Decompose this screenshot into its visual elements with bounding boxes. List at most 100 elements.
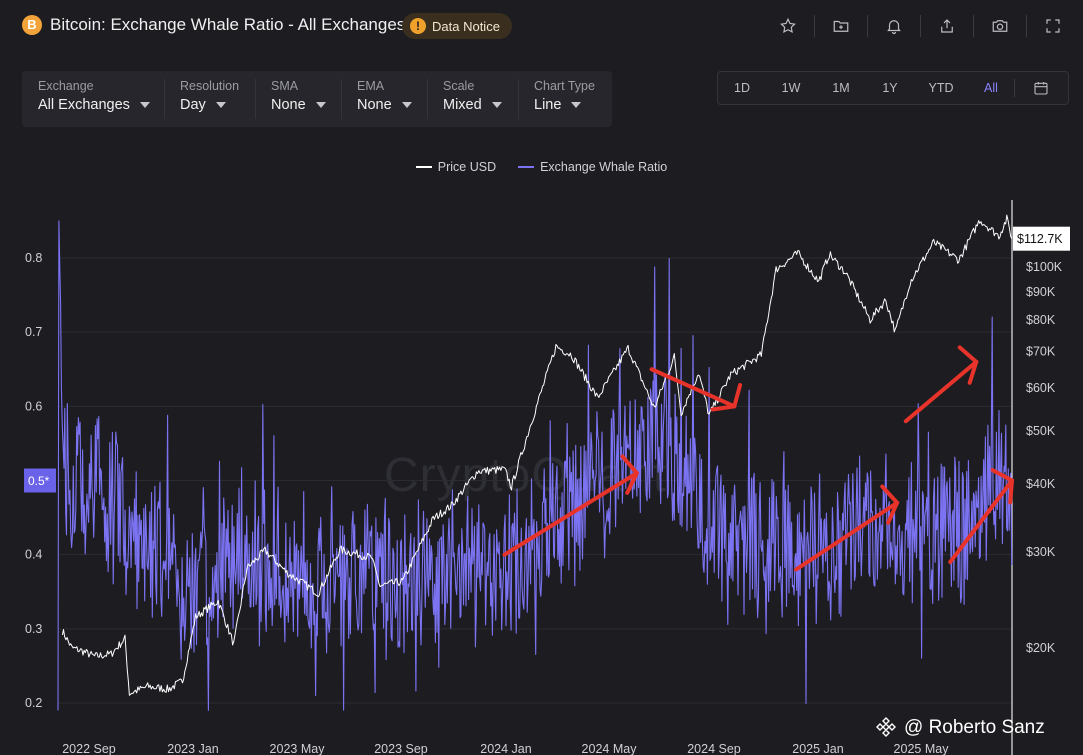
annotation-arrow — [649, 367, 743, 412]
y-left-tick-label: 0.4 — [25, 548, 42, 562]
range-1w-button[interactable]: 1W — [781, 81, 801, 95]
chevron-down-icon — [571, 102, 582, 109]
y-left-tick-label: 0.6 — [25, 399, 42, 413]
folder-plus-icon[interactable] — [829, 14, 853, 38]
y-right-tick-label: $60K — [1026, 381, 1056, 395]
resolution-select[interactable]: Resolution Day — [180, 79, 239, 113]
chart-type-select[interactable]: Chart Type Line — [534, 79, 595, 113]
annotation-arrow — [948, 468, 1014, 565]
annotation-arrow — [502, 454, 639, 557]
range-1m-button[interactable]: 1M — [832, 81, 850, 95]
ema-label: EMA — [357, 79, 385, 93]
whale-ratio-series-line — [57, 220, 1013, 711]
y-right-last-price-bg — [1013, 226, 1070, 251]
price-usd-series-line — [61, 214, 1013, 696]
annotation-arrow-head — [732, 383, 743, 409]
chart-legend: Price USD Exchange Whale Ratio — [0, 160, 1083, 174]
annotation-arrow-head — [967, 359, 979, 385]
annotation-arrow-shaft — [502, 471, 639, 557]
y-left-tick-label: 0.3 — [25, 622, 42, 636]
range-ytd-button[interactable]: YTD — [928, 81, 954, 95]
y-right-tick-label: $90K — [1026, 285, 1056, 299]
annotation-arrow-shaft — [794, 500, 900, 572]
annotation-arrow-head — [880, 484, 900, 505]
scale-label: Scale — [443, 79, 475, 93]
chart-controls: Exchange All Exchanges Resolution Day SM… — [22, 71, 612, 127]
annotation-arrow-head — [957, 345, 979, 364]
chart-type-label: Chart Type — [534, 79, 595, 93]
calendar-icon — [1034, 82, 1048, 95]
y-right-tick-label: $40K — [1026, 477, 1056, 491]
ema-select[interactable]: EMA None — [357, 79, 412, 113]
annotation-arrow-head — [886, 500, 900, 525]
y-right-tick-label: $20K — [1026, 641, 1056, 655]
chart-type-value: Line — [534, 97, 562, 113]
annotation-arrow-shaft — [903, 359, 979, 424]
bell-icon[interactable] — [882, 14, 906, 38]
y-left-tick-label: 0.2 — [25, 696, 42, 710]
annotation-arrow-head — [620, 454, 639, 476]
y-left-tick-label: 0.8 — [25, 251, 42, 265]
legend-price-swatch — [415, 166, 432, 168]
legend-price[interactable]: Price USD — [415, 160, 497, 174]
resolution-label: Resolution — [180, 79, 240, 93]
y-left-current-marker-label: 0.5* — [28, 474, 50, 488]
resolution-value: Day — [180, 97, 206, 113]
legend-whale-ratio-swatch — [518, 166, 535, 168]
annotation-arrow — [903, 345, 979, 424]
range-1d-button[interactable]: 1D — [734, 81, 750, 95]
x-tick-label: 2023 May — [270, 742, 326, 755]
y-right-tick-label: $50K — [1026, 424, 1056, 438]
exchange-select[interactable]: Exchange All Exchanges — [38, 79, 150, 113]
x-tick-label: 2023 Jan — [167, 742, 218, 755]
data-notice-label: Data Notice — [432, 18, 500, 34]
fullscreen-icon[interactable] — [1041, 14, 1065, 38]
exchange-label: Exchange — [38, 79, 94, 93]
y-right-tick-label: $100K — [1026, 260, 1063, 274]
y-left-current-marker-bg — [24, 468, 56, 493]
data-notice-button[interactable]: ! Data Notice — [402, 13, 512, 39]
legend-whale-ratio[interactable]: Exchange Whale Ratio — [518, 160, 667, 174]
calendar-button[interactable] — [1015, 80, 1067, 96]
binance-icon — [876, 717, 896, 737]
bitcoin-logo-icon: B — [22, 15, 42, 35]
annotation-arrow — [794, 484, 900, 572]
chevron-down-icon — [215, 102, 226, 109]
credit-text: @ Roberto Sanz — [904, 717, 1045, 738]
y-right-tick-label: $80K — [1026, 313, 1056, 327]
warning-icon: ! — [410, 18, 426, 34]
chevron-down-icon — [401, 102, 412, 109]
ema-value: None — [357, 97, 392, 113]
x-tick-label: 2024 Sep — [687, 742, 741, 755]
share-icon[interactable] — [935, 14, 959, 38]
chevron-down-icon — [139, 102, 150, 109]
scale-select[interactable]: Scale Mixed — [443, 79, 502, 113]
sma-select[interactable]: SMA None — [271, 79, 326, 113]
annotation-arrow-head — [710, 404, 737, 412]
annotation-arrow-shaft — [948, 478, 1014, 565]
scale-value: Mixed — [443, 97, 482, 113]
y-right-tick-label: $30K — [1026, 545, 1056, 559]
annotation-arrow-head — [625, 471, 639, 495]
range-selector: 1D 1W 1M 1Y YTD All — [717, 71, 1069, 105]
y-right-tick-label: $70K — [1026, 344, 1056, 358]
legend-price-label: Price USD — [437, 160, 497, 174]
annotation-arrow-shaft — [649, 367, 737, 409]
y-right-last-price-label: $112.7K — [1017, 232, 1063, 246]
range-1y-button[interactable]: 1Y — [882, 81, 898, 95]
toolbar-icons — [752, 14, 1065, 38]
range-all-button[interactable]: All — [984, 81, 998, 95]
page-title: Bitcoin: Exchange Whale Ratio - All Exch… — [50, 15, 406, 34]
author-credit: @ Roberto Sanz — [874, 716, 1045, 740]
x-tick-label: 2022 Sep — [62, 742, 116, 755]
star-icon[interactable] — [776, 14, 800, 38]
sma-value: None — [271, 97, 306, 113]
x-tick-label: 2025 Jan — [792, 742, 843, 755]
x-tick-label: 2024 Jan — [480, 742, 531, 755]
annotation-arrow-head — [1008, 478, 1014, 505]
x-tick-label: 2023 Sep — [374, 742, 428, 755]
header-bar: B Bitcoin: Exchange Whale Ratio - All Ex… — [0, 0, 1083, 52]
camera-icon[interactable] — [988, 14, 1012, 38]
chevron-down-icon — [491, 102, 502, 109]
